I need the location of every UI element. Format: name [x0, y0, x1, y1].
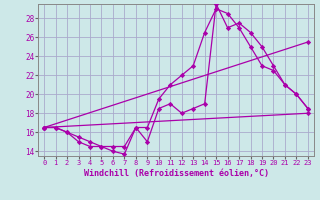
X-axis label: Windchill (Refroidissement éolien,°C): Windchill (Refroidissement éolien,°C): [84, 169, 268, 178]
